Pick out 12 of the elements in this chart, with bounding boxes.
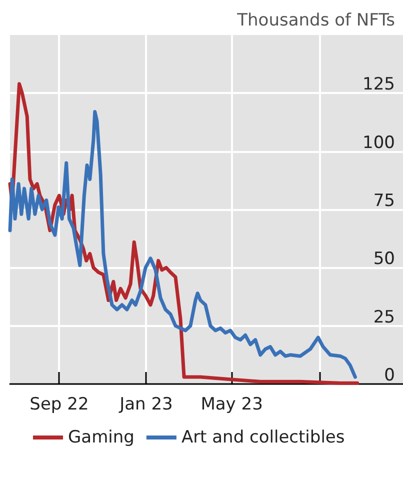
y-tick-label: 75 — [373, 191, 395, 211]
y-tick-label: 25 — [373, 307, 395, 328]
legend-label: Art and collectibles — [181, 428, 345, 448]
y-tick-label: 50 — [373, 249, 395, 270]
x-tick-label: May 23 — [200, 394, 263, 414]
y-axis-title: Thousands of NFTs — [236, 10, 396, 30]
legend-label: Gaming — [68, 428, 134, 448]
y-tick-label: 100 — [362, 132, 395, 153]
y-tick-label: 125 — [362, 74, 395, 95]
x-tick-label: Sep 22 — [30, 394, 89, 414]
x-tick-label: Jan 23 — [118, 394, 173, 414]
y-tick-label: 0 — [384, 366, 395, 386]
